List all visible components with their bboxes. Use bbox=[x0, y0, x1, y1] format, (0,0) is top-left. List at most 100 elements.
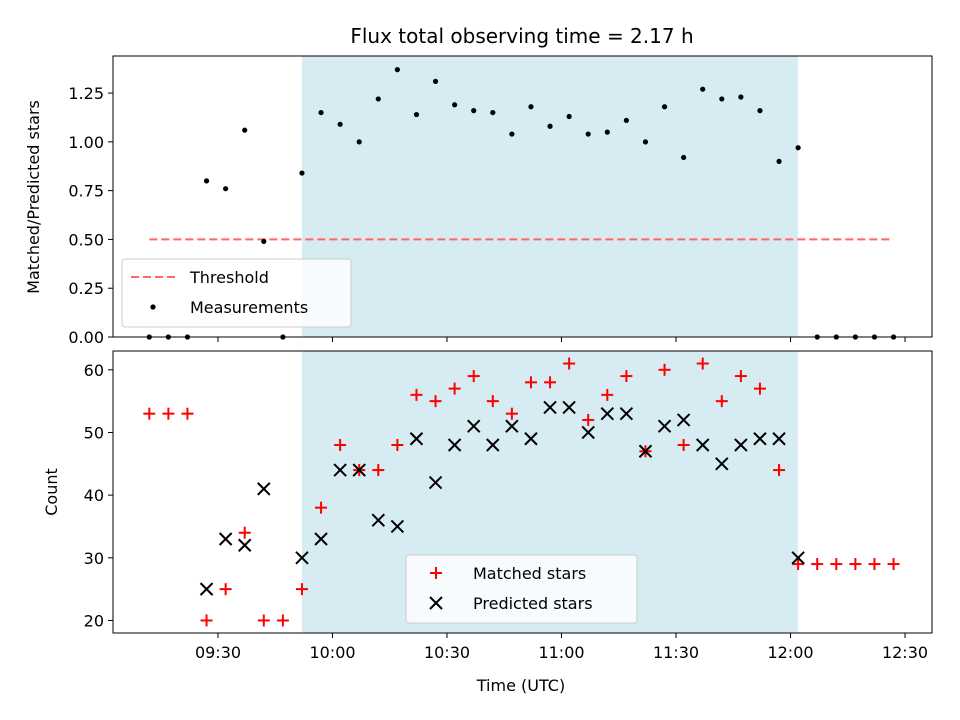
matched-star-point bbox=[410, 388, 423, 401]
x-tick-label: 11:00 bbox=[538, 643, 584, 662]
bottom-legend-box bbox=[405, 554, 638, 624]
measurement-point bbox=[261, 238, 267, 244]
predicted-marker-b bbox=[467, 419, 481, 433]
measurements-legend-marker bbox=[150, 304, 156, 310]
predicted-legend-marker bbox=[429, 596, 443, 610]
matched-legend-marker bbox=[430, 567, 442, 579]
predicted-marker-b bbox=[543, 400, 557, 415]
matched-star-point bbox=[238, 526, 251, 539]
bottom-y-axis-label: Count bbox=[42, 468, 61, 516]
measurement-point bbox=[337, 121, 343, 127]
predicted-legend-label: Predicted stars bbox=[473, 594, 593, 613]
predicted-marker-b bbox=[791, 551, 805, 565]
predicted-star-point bbox=[753, 432, 767, 446]
predicted-star-point bbox=[295, 551, 309, 565]
top-legend-box bbox=[121, 258, 352, 328]
x-axis-label: Time (UTC) bbox=[476, 676, 565, 695]
matched-star-point bbox=[257, 614, 270, 627]
predicted-star-point bbox=[715, 457, 729, 471]
bottom-legend: Matched stars Predicted stars bbox=[405, 554, 638, 624]
predicted-star-point bbox=[543, 400, 557, 415]
measurement-point bbox=[452, 102, 458, 108]
x-tick-label: 11:30 bbox=[653, 643, 699, 662]
top-panel: Flux total observing time = 2.17 h 0.000… bbox=[24, 24, 933, 347]
predicted-star-point bbox=[486, 438, 500, 452]
predicted-marker-b bbox=[734, 438, 748, 452]
measurement-point bbox=[432, 78, 439, 84]
matched-star-point bbox=[792, 558, 805, 571]
predicted-marker-b bbox=[238, 538, 252, 552]
matched-star-point bbox=[544, 376, 557, 389]
predicted-star-point bbox=[257, 482, 271, 496]
predicted-marker-b bbox=[753, 432, 767, 446]
matched-star-point bbox=[715, 395, 728, 408]
measurements-legend-label: Measurements bbox=[190, 298, 308, 317]
predicted-marker-b bbox=[390, 519, 405, 534]
matched-star-point bbox=[753, 382, 766, 395]
predicted-star-point bbox=[352, 463, 366, 477]
matched-star-point bbox=[467, 370, 480, 383]
measurement-point bbox=[471, 108, 477, 114]
predicted-star-point bbox=[524, 432, 538, 446]
y-tick-label: 0.75 bbox=[68, 182, 104, 201]
x-tick-label: 12:30 bbox=[882, 643, 928, 662]
predicted-star-point bbox=[619, 406, 634, 421]
measurement-point bbox=[642, 139, 649, 145]
matched-star-point bbox=[811, 558, 824, 571]
x-tick-label: 10:30 bbox=[424, 643, 470, 662]
predicted-star-point bbox=[734, 438, 748, 452]
measurement-point bbox=[203, 178, 210, 184]
threshold-legend-label: Threshold bbox=[189, 268, 269, 287]
measurement-point bbox=[566, 113, 572, 120]
measurement-point bbox=[375, 96, 381, 102]
matched-star-point bbox=[677, 439, 690, 451]
y-tick-label: 40 bbox=[84, 486, 104, 505]
measurement-point bbox=[509, 131, 515, 137]
predicted-star-point bbox=[409, 432, 424, 446]
predicted-marker-b bbox=[505, 419, 519, 433]
measurement-point bbox=[700, 86, 706, 92]
predicted-star-point bbox=[657, 419, 672, 433]
matched-stars-points bbox=[143, 357, 900, 627]
predicted-star-point bbox=[638, 444, 653, 458]
predicted-star-point bbox=[581, 425, 595, 440]
measurement-point bbox=[394, 67, 400, 73]
y-tick-label: 50 bbox=[84, 423, 104, 442]
matched-star-point bbox=[276, 614, 289, 627]
predicted-marker-b bbox=[486, 438, 500, 452]
measurement-point bbox=[299, 170, 305, 176]
matched-star-point bbox=[696, 357, 709, 370]
matched-star-point bbox=[372, 464, 385, 477]
predicted-marker-b bbox=[199, 582, 214, 596]
matched-star-point bbox=[887, 558, 900, 571]
predicted-star-point bbox=[390, 519, 405, 534]
predicted-marker-b bbox=[619, 406, 634, 421]
matched-star-point bbox=[143, 407, 156, 420]
predicted-marker-b bbox=[371, 513, 386, 527]
top-plot-frame bbox=[112, 55, 933, 338]
measurement-point bbox=[604, 129, 610, 135]
matched-star-point bbox=[658, 363, 671, 376]
matched-star-point bbox=[295, 583, 308, 596]
matched-star-point bbox=[773, 464, 786, 477]
matched-star-point bbox=[734, 370, 747, 383]
matched-star-point bbox=[849, 558, 862, 571]
measurement-point bbox=[757, 108, 763, 114]
predicted-star-point bbox=[562, 400, 576, 415]
measurement-point bbox=[681, 154, 687, 161]
matched-star-point bbox=[391, 439, 404, 451]
measurement-point bbox=[738, 94, 744, 100]
predicted-stars-points bbox=[199, 400, 805, 596]
predicted-marker-b bbox=[772, 432, 786, 446]
matched-star-point bbox=[486, 395, 499, 408]
measurement-point bbox=[223, 186, 229, 192]
top-observing-span bbox=[301, 56, 799, 337]
predicted-star-point bbox=[428, 475, 443, 490]
matched-star-point bbox=[601, 388, 614, 401]
y-tick-label: 0.00 bbox=[68, 328, 104, 347]
top-y-axis: 0.00 0.25 0.50 0.75 1.00 1.25 bbox=[68, 84, 113, 347]
measurement-point bbox=[528, 104, 534, 110]
matched-star-point bbox=[620, 370, 633, 383]
predicted-marker-b bbox=[715, 457, 729, 471]
